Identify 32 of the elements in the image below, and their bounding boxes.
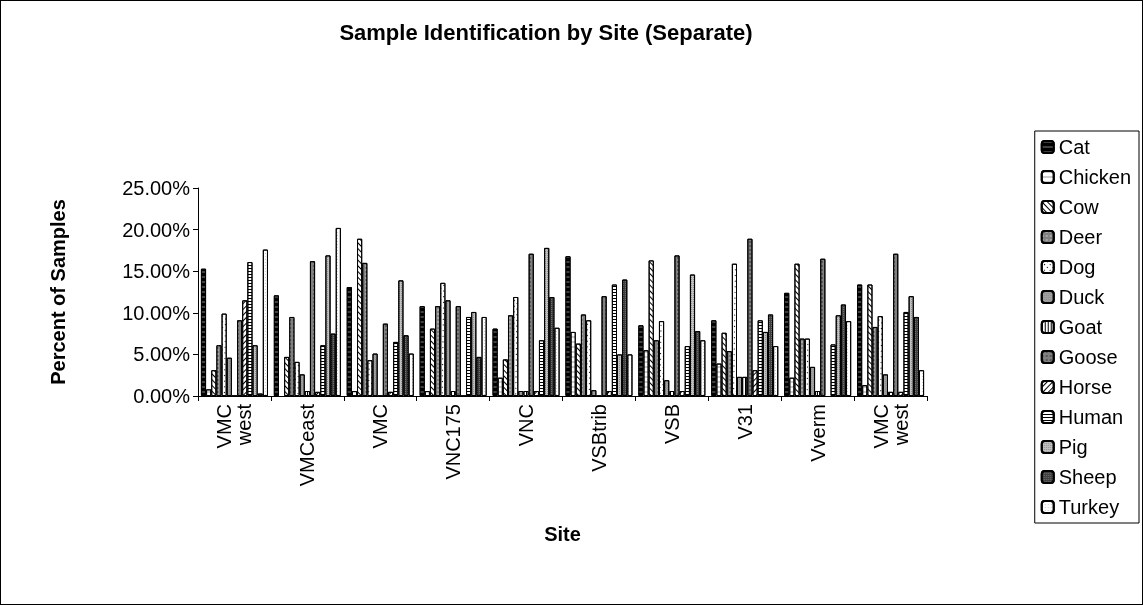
legend-label: Duck <box>1058 286 1106 308</box>
y-tick-label: 25.00% <box>122 177 191 199</box>
legend-label: Sheep <box>1058 466 1117 488</box>
legend-label: Goose <box>1058 346 1118 368</box>
legend-label: Human <box>1058 406 1124 428</box>
legend-label: Deer <box>1058 226 1103 248</box>
x-tick-label: V31 <box>733 404 756 440</box>
y-axis-title: Percent of Samples <box>47 199 69 385</box>
x-tick-label: Vverm <box>806 404 829 462</box>
x-tick-label: VMC west <box>869 403 912 449</box>
legend-label: Horse <box>1058 376 1113 398</box>
legend-label: Dog <box>1058 256 1096 278</box>
legend-label: Pig <box>1058 436 1088 458</box>
legend-label: Chicken <box>1058 166 1132 188</box>
y-tick-label: 5.00% <box>133 343 191 366</box>
x-tick-label: VMCeast <box>296 403 319 487</box>
y-tick-label: 0.00% <box>133 385 191 407</box>
legend-label: Cow <box>1058 196 1100 218</box>
x-tick-label: VMC <box>369 404 392 449</box>
x-tick-label: VMC west <box>213 403 256 449</box>
y-tick-label: 10.00% <box>122 301 191 324</box>
x-axis-title: Site <box>544 523 581 545</box>
legend-label: Goat <box>1058 316 1103 338</box>
x-tick-label: VSB <box>660 404 683 445</box>
chart-title: Sample Identification by Site (Separate) <box>339 19 753 45</box>
legend-label: Cat <box>1058 136 1091 158</box>
x-tick-label: VSBtrib <box>587 404 610 472</box>
x-tick-label: VNC <box>515 404 538 447</box>
legend-label: Turkey <box>1058 496 1120 518</box>
y-tick-label: 20.00% <box>122 218 191 241</box>
x-tick-label: VNC175 <box>442 404 465 480</box>
y-tick-label: 15.00% <box>122 260 191 283</box>
